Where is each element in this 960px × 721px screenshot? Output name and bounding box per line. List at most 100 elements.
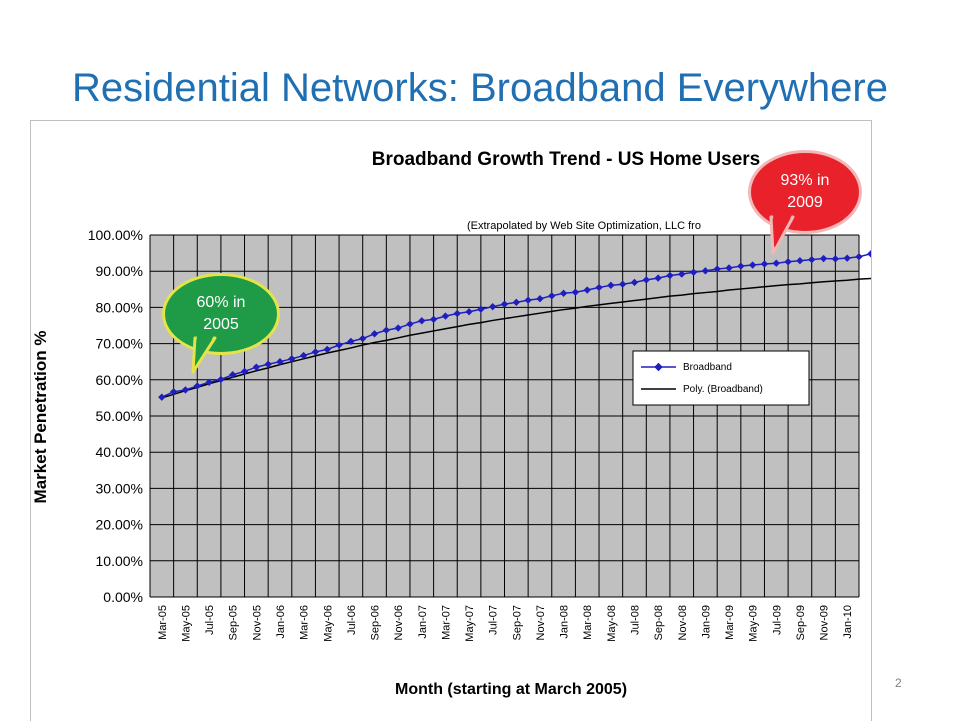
y-tick-label: 40.00% — [96, 444, 143, 460]
x-axis-label: Month (starting at March 2005) — [395, 681, 627, 698]
broadband-point — [725, 264, 733, 272]
broadband-point — [630, 278, 639, 287]
broadband-point — [169, 388, 178, 396]
broadband-point — [193, 382, 201, 390]
broadband-point — [512, 298, 520, 307]
chart-frame: Broadband Growth Trend - US Home Users (… — [30, 120, 872, 721]
x-tick-label: Nov-09 — [819, 605, 831, 640]
x-tick-label: Mar-08 — [582, 605, 594, 640]
vertical-gridlines — [149, 235, 860, 597]
x-tick-label: May-06 — [322, 605, 334, 642]
chart-subtitle: (Extrapolated by Web Site Optimization, … — [467, 220, 701, 232]
legend: Broadband Poly. (Broadband) — [632, 350, 810, 406]
y-tick-label: 100.00% — [88, 227, 143, 243]
legend-label-trend: Poly. (Broadband) — [683, 384, 763, 395]
broadband-point — [181, 386, 190, 394]
y-tick-label: 80.00% — [96, 299, 143, 315]
x-tick-label: May-08 — [606, 605, 618, 642]
broadband-point — [772, 259, 780, 267]
y-axis-tick-labels: 0.00% 10.00% 20.00% 30.00% 40.00% 50.00% 60.00… — [88, 227, 143, 605]
x-tick-label: Sep-06 — [370, 605, 382, 640]
broadband-point — [264, 360, 272, 368]
y-tick-label: 60.00% — [96, 372, 143, 388]
broadband-point — [370, 330, 379, 338]
callout-tail-2005 — [191, 334, 217, 374]
callout-tail-2009 — [769, 213, 795, 255]
y-tick-label: 70.00% — [96, 336, 143, 352]
y-tick-label: 50.00% — [96, 408, 143, 424]
x-tick-label: Nov-06 — [393, 605, 405, 640]
x-tick-label: May-05 — [180, 605, 192, 642]
legend-box — [632, 350, 810, 406]
y-tick-label: 20.00% — [96, 517, 143, 533]
broadband-point — [418, 317, 426, 325]
trend-line — [161, 277, 871, 399]
x-tick-label: Jan-08 — [559, 605, 571, 639]
broadband-point — [382, 326, 391, 334]
x-tick-label: Jul-07 — [488, 605, 500, 635]
broadband-point — [252, 363, 261, 371]
broadband-point — [299, 351, 308, 360]
page-number: 2 — [895, 676, 902, 690]
broadband-point — [819, 254, 828, 263]
broadband-point — [843, 254, 851, 262]
x-tick-label: Jan-10 — [842, 605, 854, 639]
x-tick-label: Sep-09 — [795, 605, 807, 640]
broadband-point — [701, 267, 710, 275]
callout-text-2005: 60% in 2005 — [196, 294, 246, 333]
broadband-point — [855, 253, 863, 261]
x-tick-label: May-07 — [464, 605, 476, 642]
broadband-point — [394, 324, 402, 332]
x-axis-tick-labels: Mar-05 May-05 Jul-05 Sep-05 Nov-05 Jan-06 Mar-… — [157, 605, 854, 642]
x-tick-label: Jan-06 — [275, 605, 287, 639]
x-tick-label: Mar-05 — [157, 605, 169, 640]
x-tick-label: Sep-08 — [653, 605, 665, 640]
broadband-point — [477, 305, 485, 313]
broadband-point — [406, 320, 414, 328]
broadband-point — [489, 302, 497, 311]
callout-text-2009: 93% in 2009 — [780, 172, 830, 211]
x-tick-label: Jul-08 — [629, 605, 641, 635]
x-tick-label: Sep-05 — [228, 605, 240, 640]
broadband-point — [808, 255, 816, 264]
broadband-point — [654, 274, 662, 282]
x-tick-label: Sep-07 — [511, 605, 523, 640]
y-tick-label: 30.00% — [96, 480, 143, 496]
y-tick-label: 10.00% — [96, 553, 143, 569]
x-tick-label: Jul-09 — [771, 605, 783, 635]
chart-title: Broadband Growth Trend - US Home Users — [372, 149, 761, 170]
broadband-point — [311, 348, 320, 356]
broadband-point — [595, 283, 603, 292]
broadband-point — [737, 262, 745, 270]
broadband-point — [618, 280, 627, 288]
broadband-point — [323, 345, 331, 354]
broadband-point — [453, 309, 461, 318]
y-tick-label: 0.00% — [103, 589, 143, 605]
x-tick-label: Mar-09 — [724, 605, 736, 640]
slide-title: Residential Networks: Broadband Everywhe… — [72, 66, 888, 110]
legend-broadband-marker — [654, 362, 663, 372]
broadband-point — [229, 371, 237, 379]
broadband-point — [240, 367, 249, 376]
broadband-point — [831, 255, 840, 263]
x-tick-label: Nov-07 — [535, 605, 547, 640]
y-axis-label: Market Penetration % — [31, 331, 50, 504]
x-tick-label: Jul-06 — [346, 605, 358, 635]
broadband-point — [158, 393, 166, 401]
broadband-point — [217, 375, 225, 384]
callout-bubble-2009: 93% in 2009 — [748, 150, 862, 255]
broadband-point — [784, 258, 792, 266]
chart-svg: Broadband Growth Trend - US Home Users (… — [31, 149, 871, 698]
x-tick-label: Mar-07 — [440, 605, 452, 640]
x-tick-label: Nov-05 — [251, 605, 263, 640]
y-tick-label: 90.00% — [96, 263, 143, 279]
broadband-point — [666, 271, 674, 280]
x-tick-label: Jan-07 — [417, 605, 429, 639]
broadband-point — [607, 281, 615, 289]
broadband-point — [335, 341, 343, 349]
x-tick-label: Mar-06 — [299, 605, 311, 640]
x-tick-label: May-09 — [748, 605, 760, 642]
callout-bubble-2005: 60% in 2005 — [162, 273, 280, 374]
x-tick-label: Jan-09 — [700, 605, 712, 639]
broadband-point — [796, 257, 804, 265]
